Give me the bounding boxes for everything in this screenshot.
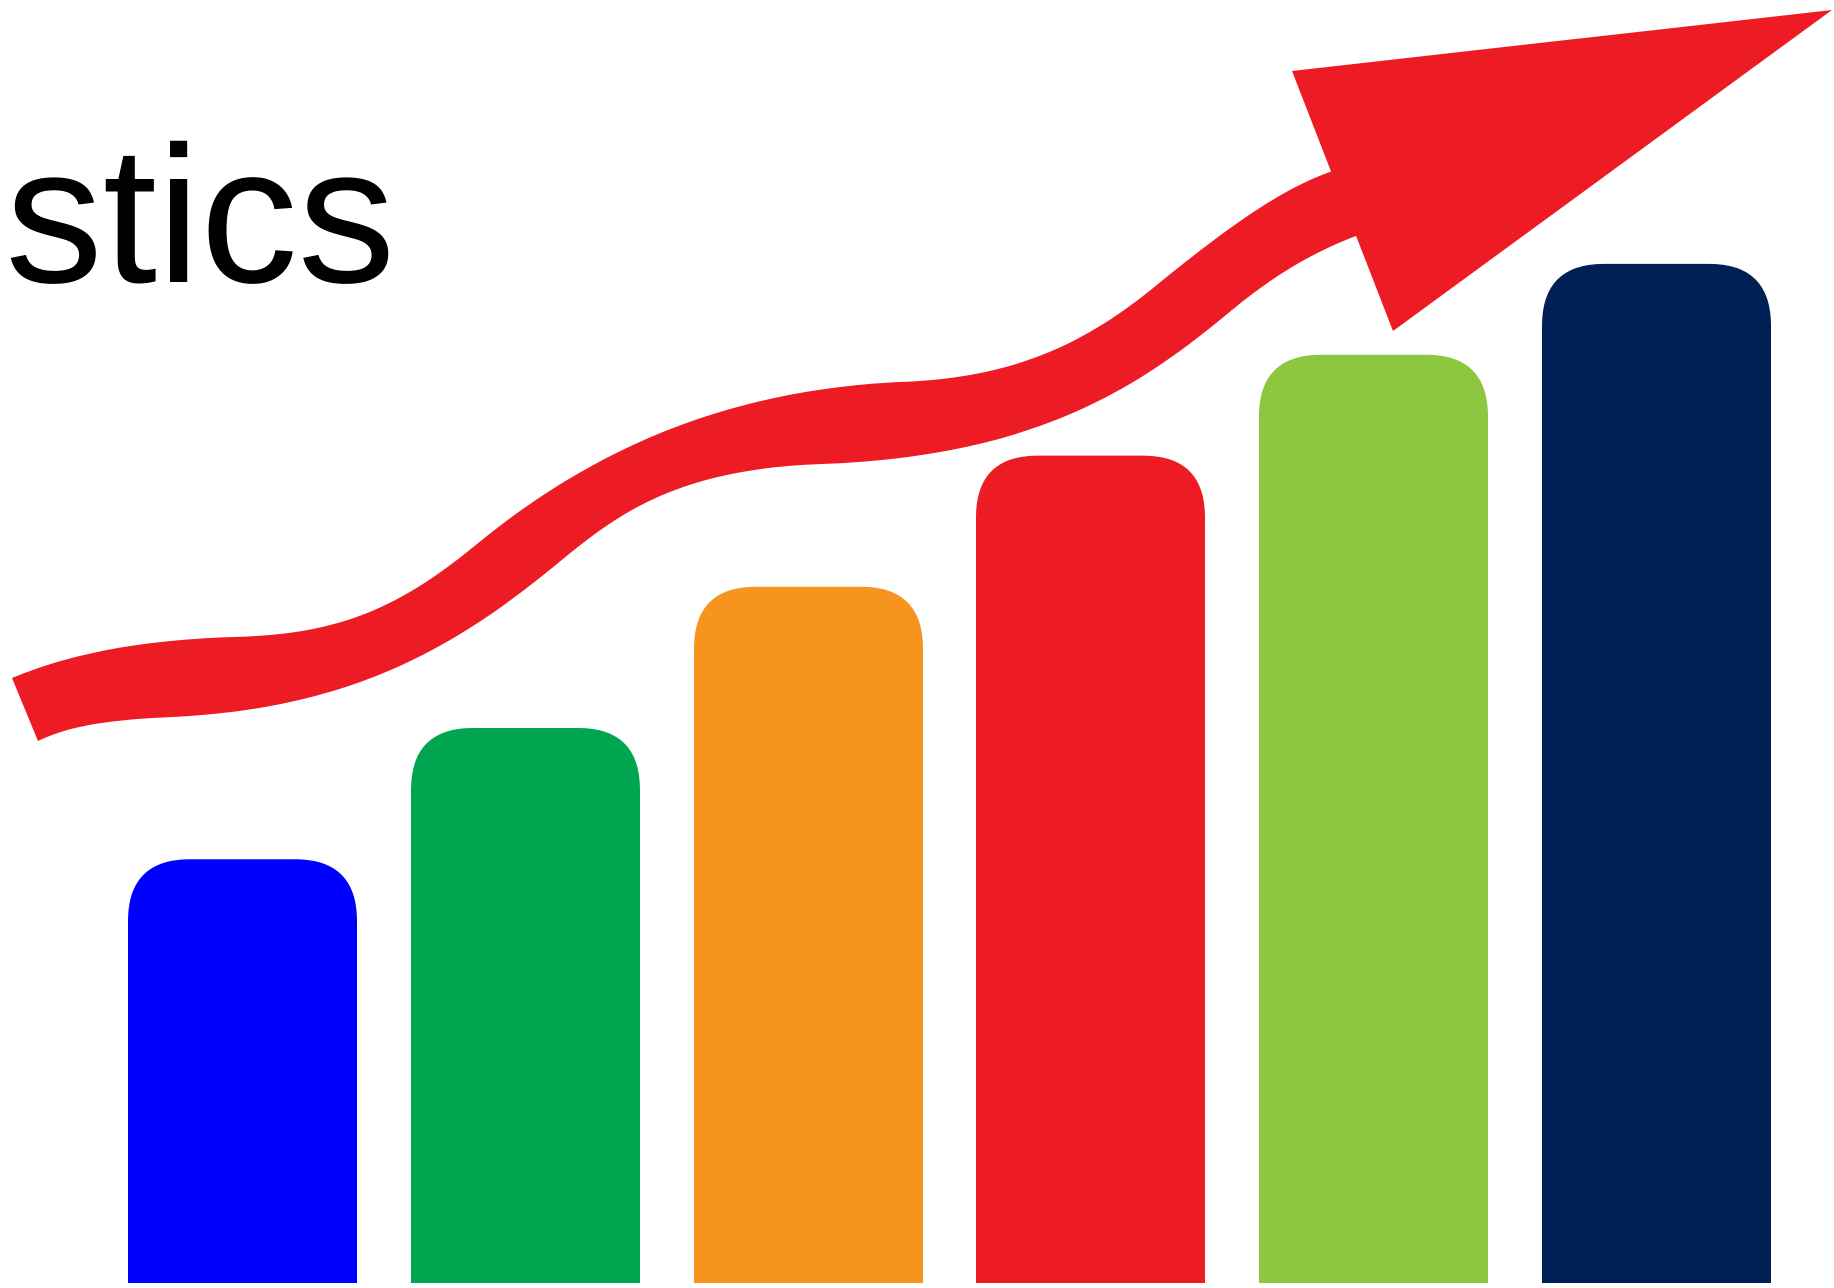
bar-3 — [694, 586, 923, 1283]
bar-4 — [976, 455, 1205, 1283]
trend-arrow-body — [12, 169, 1372, 741]
bar-5 — [1259, 354, 1488, 1284]
bar-6 — [1542, 263, 1771, 1283]
trend-arrow-icon — [12, 10, 1832, 741]
bar-1 — [128, 859, 357, 1283]
bar-2 — [411, 728, 640, 1283]
bars-group — [128, 263, 1771, 1284]
trend-arrow-head — [1292, 10, 1832, 331]
title-text: istics — [0, 106, 395, 324]
